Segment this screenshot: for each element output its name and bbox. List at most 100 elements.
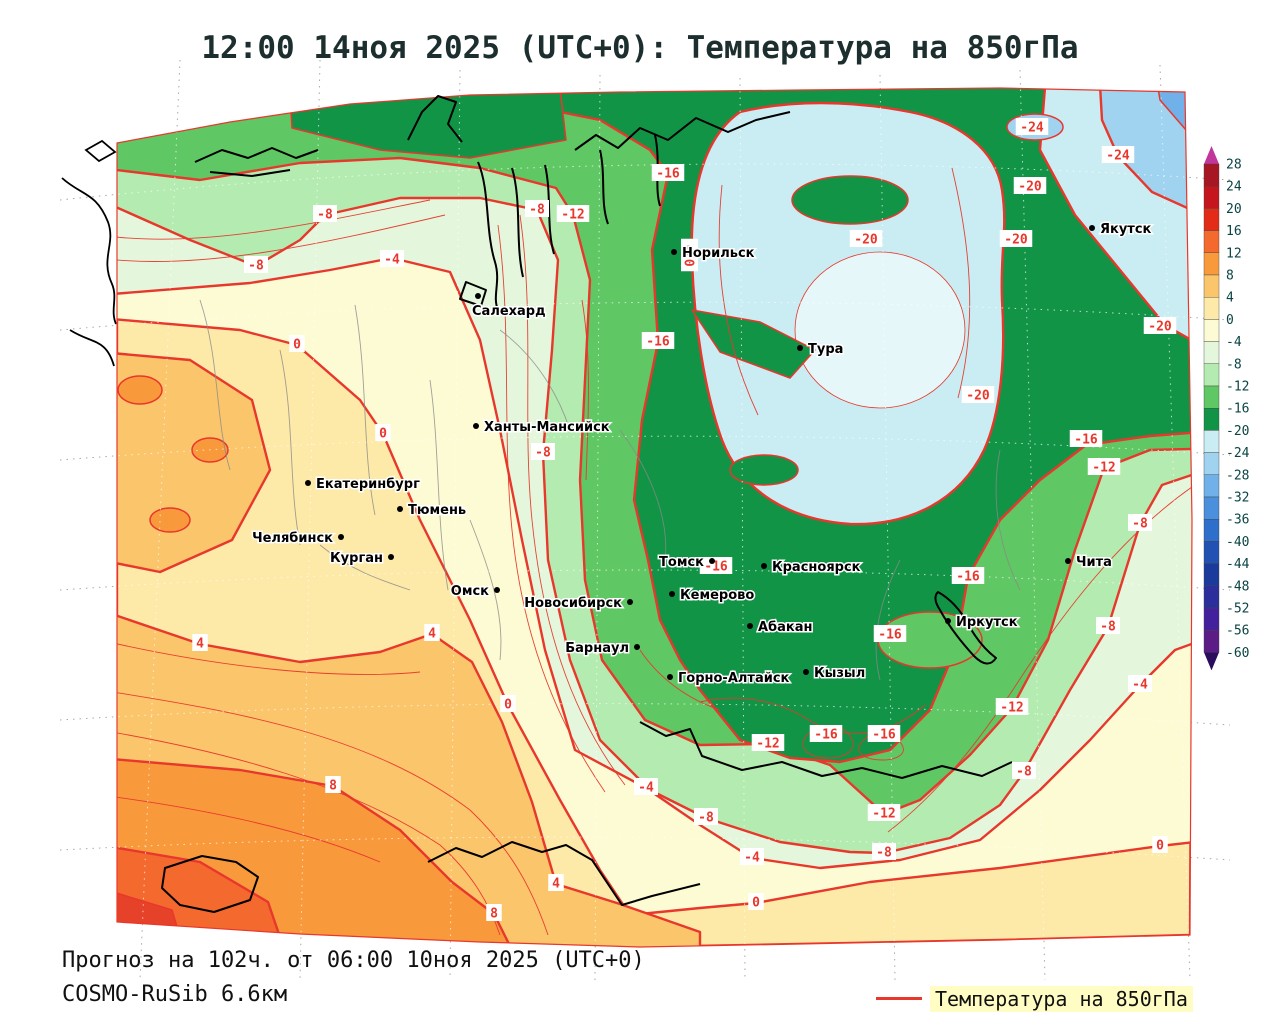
contour-label-box [1087, 458, 1121, 475]
contour-label: -24 [1101, 146, 1135, 164]
contour-label-box [873, 625, 907, 642]
contour-label: -16 [951, 567, 985, 585]
contour-label-value: -8 [529, 203, 545, 218]
contour-label: -8 [531, 443, 555, 461]
contour-label-box [995, 698, 1029, 715]
border-mongolia [639, 721, 1013, 779]
contour-label: -8 [1012, 762, 1036, 780]
contour-label: -16 [873, 625, 907, 643]
coast-island [84, 139, 117, 163]
contour-label-value: -8 [1100, 620, 1116, 635]
contour-label-value: -16 [704, 560, 728, 575]
contour-label: -20 [961, 386, 995, 404]
warm-band-4-west [117, 350, 272, 574]
contour-label-value: 4 [552, 877, 560, 892]
contour-label-value: -12 [756, 737, 779, 752]
temp-band-arctic-coast-cold [289, 88, 567, 159]
contour-label-value: -16 [646, 335, 670, 350]
colorbar-segment [1203, 296, 1220, 320]
city-dot [397, 506, 403, 512]
contour-label-box [999, 230, 1033, 247]
contour-label-value: 4 [196, 637, 204, 652]
city-label: Горно-Алтайск [678, 671, 790, 686]
contour-label-box [375, 424, 391, 441]
contour-label-box [1143, 317, 1177, 334]
contour-label: -8 [1096, 617, 1120, 635]
contour-label: -4 [380, 250, 404, 268]
contour-label: -8 [244, 256, 268, 274]
contour-label: 4 [192, 634, 208, 652]
contour-label-box [244, 256, 268, 273]
contour-label-value: -16 [878, 628, 902, 643]
contour-label-box [1096, 617, 1120, 634]
contour-label-value: 0 [504, 698, 512, 713]
contour-label-value: -16 [656, 167, 680, 182]
contour-label-box [694, 808, 718, 825]
contour-label-box [192, 634, 208, 651]
contour-label-box [1101, 146, 1135, 163]
colorbar-tick: 16 [1226, 224, 1242, 239]
colorbar-segment [1203, 519, 1220, 542]
city-label: Томск [659, 555, 704, 570]
contour-label: -12 [751, 734, 785, 752]
contour-label: -20 [849, 230, 883, 248]
colorbar-segment [1203, 452, 1220, 476]
contour-label-box [1128, 675, 1152, 692]
contour-label-box [872, 843, 896, 860]
green-island-in-pool-south [729, 454, 799, 486]
contour-label-value: -16 [956, 570, 980, 585]
contour-label-box [961, 386, 995, 403]
contour-label-value: -8 [876, 846, 892, 861]
city-dot [709, 558, 715, 564]
colorbar-tick: 0 [1226, 313, 1234, 328]
city-label: Тура [808, 342, 843, 357]
contour-label: -16 [651, 164, 685, 182]
contour-label: -16 [1069, 430, 1103, 448]
contour-label-value: 0 [293, 338, 301, 353]
admin-boundaries [199, 299, 1021, 681]
contour-label-box [867, 804, 901, 821]
colorbar-segment [1203, 408, 1220, 431]
city-label: Омск [451, 584, 489, 599]
colorbar-tick: 24 [1226, 180, 1242, 195]
coast-kara-sea [574, 111, 791, 151]
contour-label: -8 [872, 843, 896, 861]
contour-label-box [1069, 430, 1103, 447]
contour-label: 0 [289, 335, 305, 353]
colorbar-tick: -28 [1226, 468, 1249, 483]
city-dot [803, 669, 809, 675]
temperature-colorbar: 28 24 20 16 12 8 4 0 -4 -8 -12 -16 -20 -24 -28 -32 -36 -4… [1203, 146, 1250, 671]
contour-label: -8 [525, 200, 549, 218]
contour-label-box [500, 695, 516, 712]
city-dot [667, 674, 673, 680]
warm-spot-8-west [149, 507, 191, 533]
contour-label: -4 [634, 778, 658, 796]
contour-label-value: -4 [638, 781, 654, 796]
contour-label-box [1013, 177, 1047, 194]
contour-label-box [313, 205, 337, 222]
contour-label-value: 0 [752, 896, 760, 911]
contour-label-value: -20 [1018, 180, 1042, 195]
colorbar-tick: 12 [1226, 246, 1242, 261]
colorbar-tick: -20 [1226, 424, 1249, 439]
contour-label-box [740, 848, 764, 865]
colorbar-tick: -44 [1226, 557, 1250, 572]
legend-label: Температура на 850гПа [930, 986, 1193, 1012]
border-loop-southwest [161, 855, 259, 913]
coastlines-and-borders [161, 95, 1013, 913]
colorbar-tick: 8 [1226, 269, 1234, 284]
contour-label: -4 [740, 848, 764, 866]
contour-label: -12 [556, 205, 590, 223]
city-label: Ханты-Мансийск [484, 420, 610, 435]
contour-label-value: -12 [1000, 701, 1023, 716]
coast-inlet [599, 149, 609, 225]
contour-label-box [556, 205, 590, 222]
contour-label-value: -20 [854, 233, 878, 248]
contour-label-box [748, 893, 764, 910]
contour-label: -20 [1143, 317, 1177, 335]
legend: Температура на 850гПа [876, 986, 1193, 1012]
contour-label-value: -16 [872, 728, 896, 743]
coast-fragment [61, 177, 117, 325]
colorbar-segment [1203, 496, 1220, 520]
